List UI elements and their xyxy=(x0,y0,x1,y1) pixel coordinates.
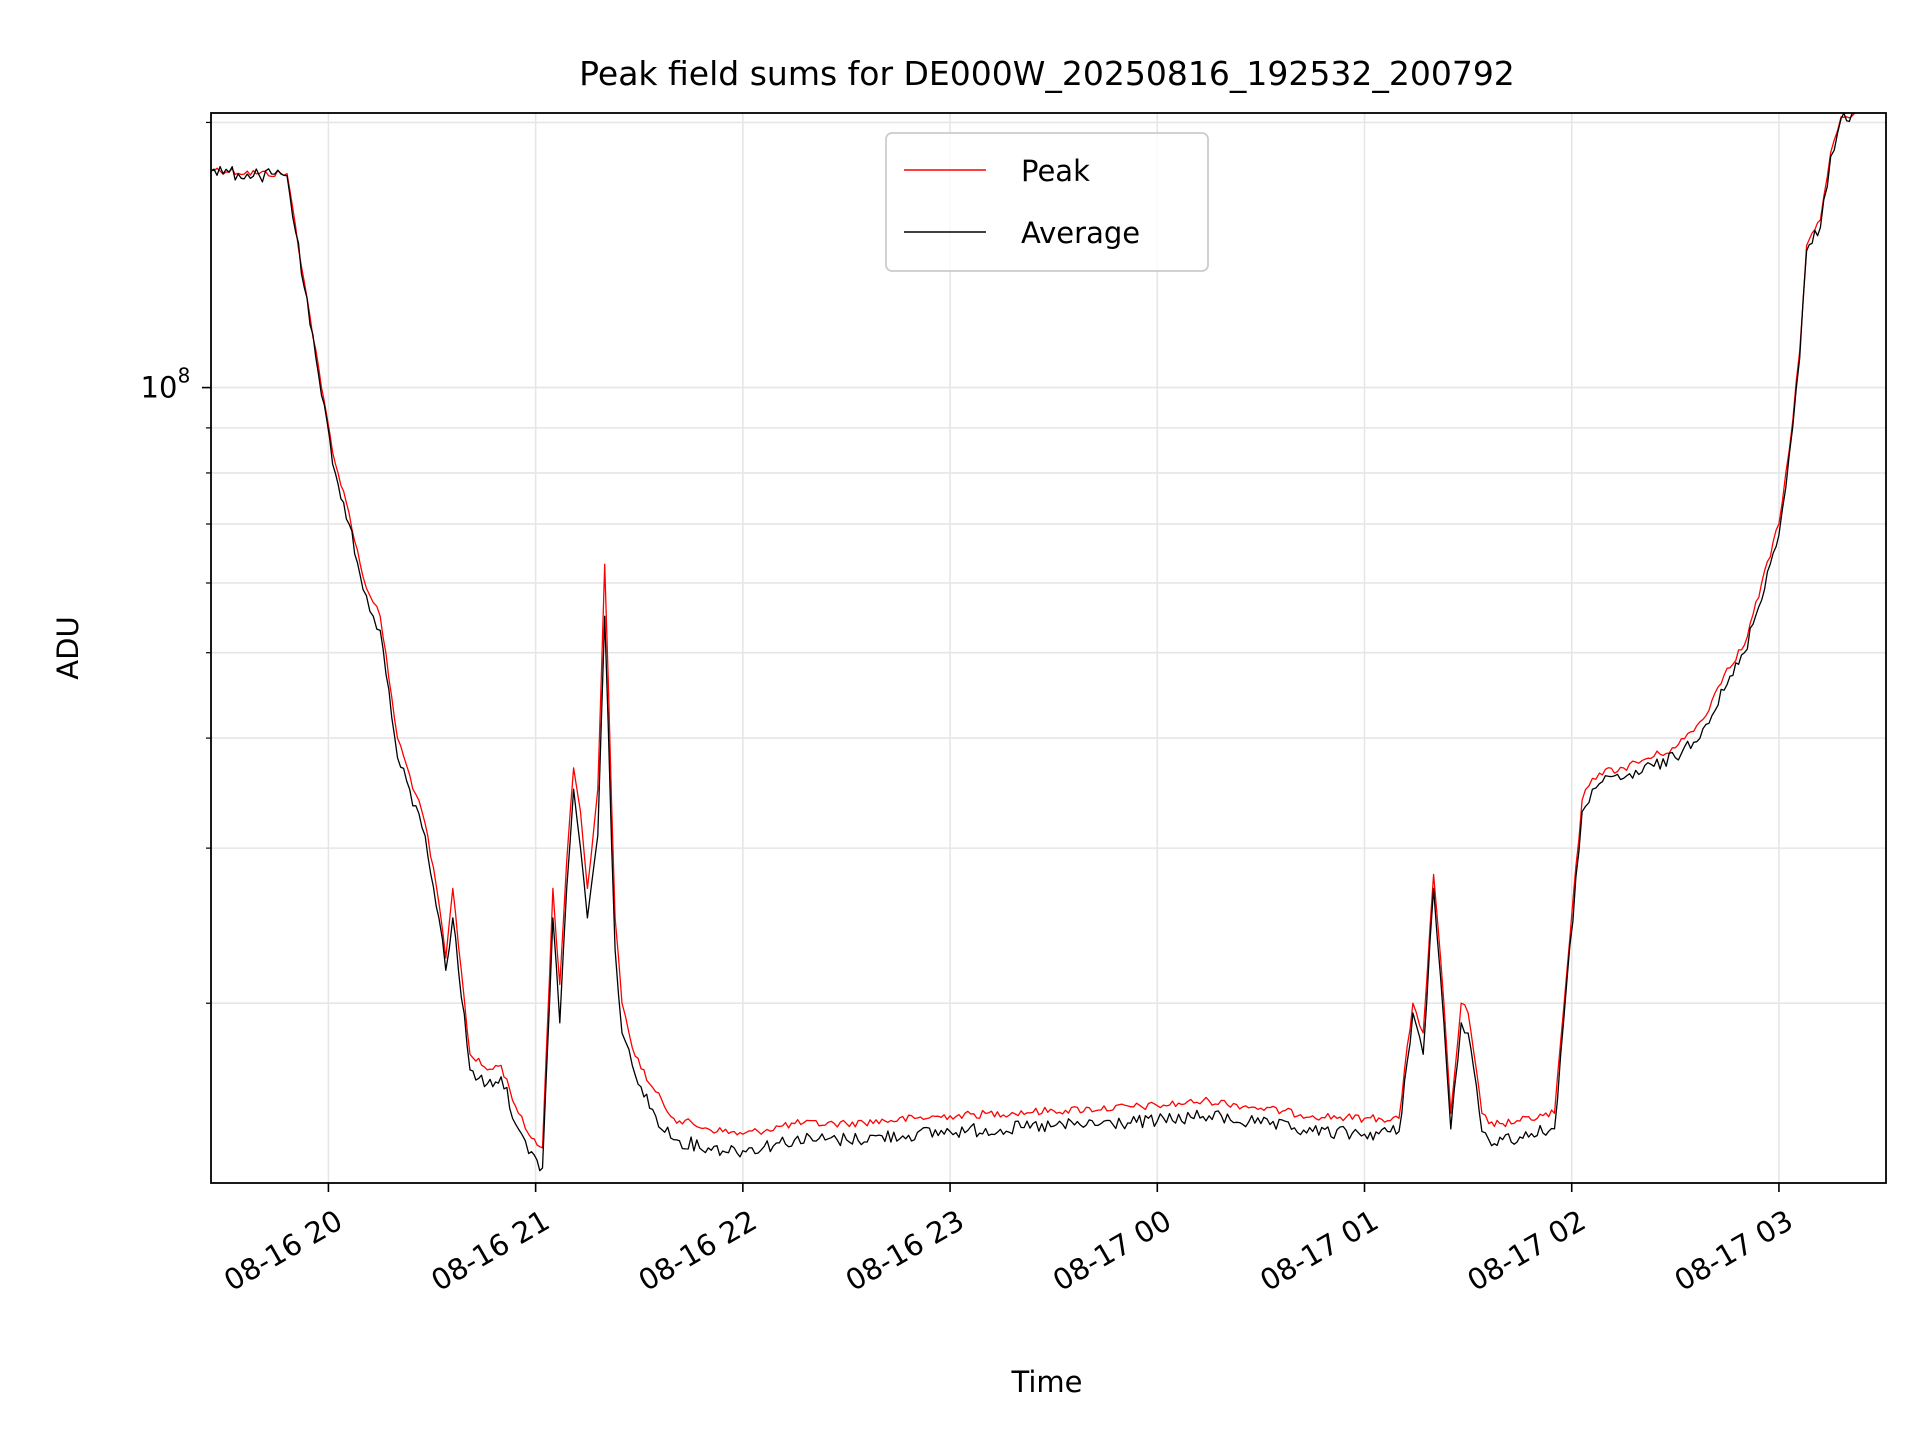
y-axis-label: ADU xyxy=(51,616,85,679)
series-line-average xyxy=(210,112,1855,1172)
plot-frame xyxy=(210,112,1887,1184)
grid xyxy=(211,113,1886,1183)
series-lines xyxy=(210,112,1856,1172)
x-axis-label: Time xyxy=(1011,1365,1083,1399)
legend-label-average: Average xyxy=(1021,216,1140,250)
chart-title: Peak field sums for DE000W_20250816_1925… xyxy=(579,54,1515,93)
y-tick-label: 10 xyxy=(141,371,178,405)
plot-area xyxy=(211,113,1886,1183)
y-axis-ticks: 10 8 xyxy=(141,121,211,1004)
legend: Peak Average xyxy=(885,132,1209,272)
series-line-peak xyxy=(210,112,1856,1149)
y-tick-label-exponent: 8 xyxy=(178,364,191,388)
legend-box xyxy=(885,132,1209,272)
legend-label-peak: Peak xyxy=(1021,154,1090,188)
